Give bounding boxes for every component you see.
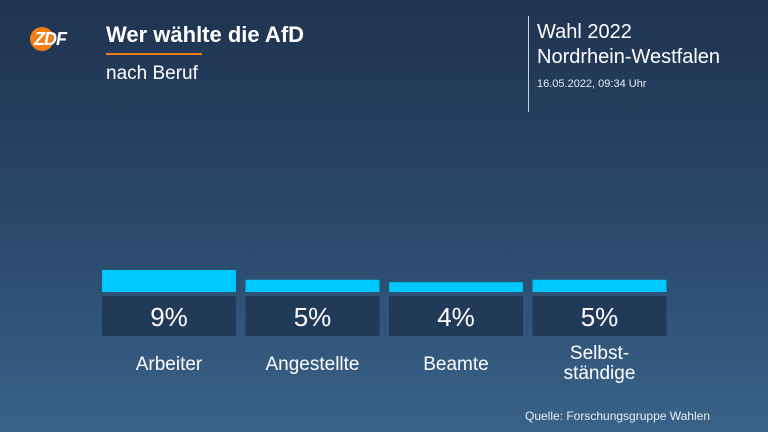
- value-label-box: [102, 296, 236, 336]
- category-label: Arbeiter: [136, 354, 203, 375]
- zdf-logo: ZDF: [30, 27, 82, 51]
- category-label: Beamte: [423, 354, 488, 375]
- value-label-box: [389, 296, 523, 336]
- bar: [532, 279, 667, 292]
- category-label: Selbst-: [570, 343, 629, 364]
- chart-subtitle: nach Beruf: [106, 63, 198, 84]
- bar: [245, 279, 380, 292]
- bar: [389, 282, 523, 292]
- data-label: 9%: [150, 302, 188, 332]
- value-label-box: [532, 296, 667, 336]
- election-name: Wahl 2022: [537, 21, 632, 43]
- election-region: Nordrhein-Westfalen: [537, 46, 721, 68]
- category-label: ständige: [564, 363, 636, 384]
- zdf-logo-text: ZDF: [34, 29, 67, 49]
- value-label-box: [245, 296, 380, 336]
- category-label: Angestellte: [265, 354, 359, 375]
- title-underline: [106, 53, 202, 55]
- timestamp: 16.05.2022, 09:34 Uhr: [537, 78, 647, 90]
- source-note: Quelle: Forschungsgruppe Wahlen: [525, 409, 710, 423]
- chart-title: Wer wählte die AfD: [106, 22, 305, 47]
- data-label: 5%: [581, 302, 619, 332]
- header-divider: [528, 16, 529, 112]
- data-label: 4%: [437, 302, 475, 332]
- bar: [102, 270, 236, 292]
- data-label: 5%: [294, 302, 332, 332]
- zdf-logo-icon: [30, 27, 54, 51]
